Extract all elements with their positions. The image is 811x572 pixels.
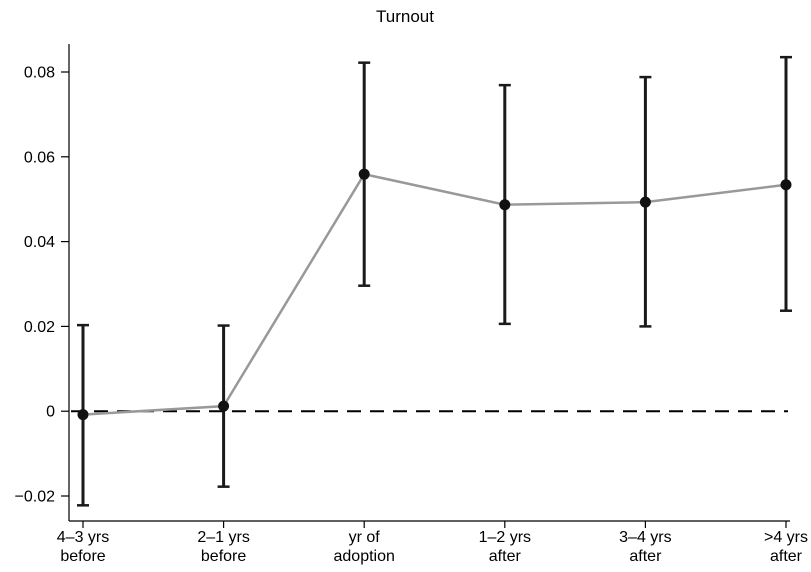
y-tick-label: 0.06 — [24, 149, 55, 166]
estimate-series — [77, 168, 792, 421]
y-tick-label: −0.02 — [15, 489, 56, 506]
chart-title: Turnout — [376, 7, 434, 26]
x-tick-label: adoption — [334, 548, 395, 565]
y-tick-label: 0.04 — [24, 234, 55, 251]
data-point — [499, 199, 511, 211]
y-tick-label: 0.08 — [24, 65, 55, 82]
data-point — [639, 196, 651, 208]
x-tick-label: 4–3 yrs — [57, 529, 109, 546]
data-point — [77, 409, 89, 421]
x-axis-ticks: 4–3 yrs before 2–1 yrs before yr of adoption 1… — [57, 521, 808, 565]
error-bars — [77, 55, 792, 507]
y-tick-label: 0.02 — [24, 319, 55, 336]
x-tick-label: before — [60, 548, 105, 565]
x-tick-label: before — [201, 548, 246, 565]
data-point — [218, 400, 230, 412]
x-tick-label: 3–4 yrs — [619, 529, 671, 546]
x-tick-label: yr of — [349, 529, 381, 546]
y-tick-label: 0 — [46, 404, 55, 421]
x-tick-label: 2–1 yrs — [197, 529, 249, 546]
x-tick-label: 1–2 yrs — [479, 529, 531, 546]
y-axis-ticks: −0.02 0 0.02 0.04 0.06 0.08 — [15, 65, 69, 506]
series-line — [82, 172, 787, 416]
data-point — [780, 179, 792, 191]
data-point — [358, 168, 370, 180]
x-tick-label: after — [629, 548, 662, 565]
x-tick-label: after — [489, 548, 522, 565]
x-tick-label: >4 yrs — [764, 529, 808, 546]
x-tick-label: after — [770, 548, 803, 565]
